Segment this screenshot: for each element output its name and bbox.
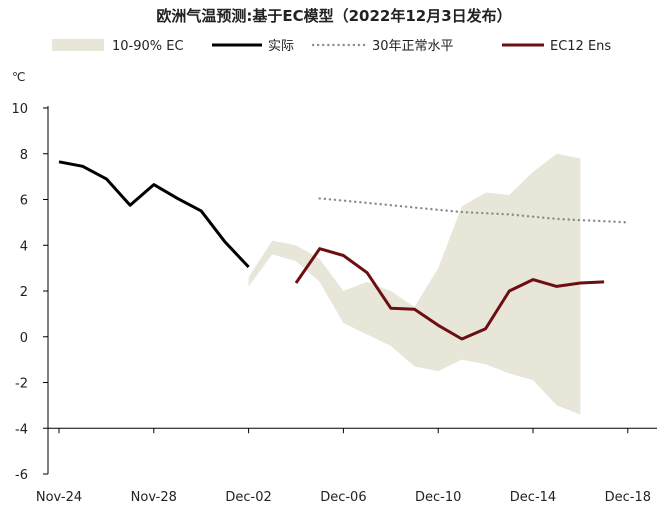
y-tick-label: 10 <box>11 102 28 117</box>
legend-label: 实际 <box>268 39 294 54</box>
y-tick-label: -2 <box>15 377 28 392</box>
legend-label: EC12 Ens <box>550 39 611 54</box>
series-actual <box>58 160 250 269</box>
y-tick-label: 8 <box>20 148 28 163</box>
y-tick-label: -6 <box>15 468 28 483</box>
band-10-90-ec <box>248 153 581 415</box>
legend-label: 10-90% EC <box>112 39 184 54</box>
x-tick-label: Dec-02 <box>225 490 271 505</box>
y-tick-label: 2 <box>20 285 28 300</box>
series-ec12-ens <box>294 247 605 341</box>
y-tick-label: 6 <box>20 194 28 209</box>
y-tick-label: 4 <box>20 239 28 254</box>
x-tick-label: Dec-06 <box>320 490 366 505</box>
x-tick-label: Dec-18 <box>605 490 651 505</box>
legend: 10-90% EC 实际 30年正常水平 EC12 Ens <box>52 39 611 54</box>
x-tick-label: Nov-24 <box>36 490 82 505</box>
series-30yr-normal <box>318 197 629 224</box>
y-tick-label: -4 <box>15 422 28 437</box>
legend-swatch-band <box>52 39 104 51</box>
x-tick-label: Nov-28 <box>131 490 177 505</box>
chart-title: 欧洲气温预测:基于EC模型（2022年12月3日发布） <box>156 7 511 25</box>
x-tick-label: Dec-10 <box>415 490 461 505</box>
x-tick-label: Dec-14 <box>510 490 556 505</box>
legend-label: 30年正常水平 <box>372 39 454 54</box>
y-tick-label: 0 <box>20 331 28 346</box>
plot-area: 10 8 6 4 2 0 -2 -4 -6 Nov-24 Nov-28 Dec-02 Dec-06 Dec… <box>11 102 657 505</box>
y-axis-unit: ℃ <box>12 70 25 84</box>
